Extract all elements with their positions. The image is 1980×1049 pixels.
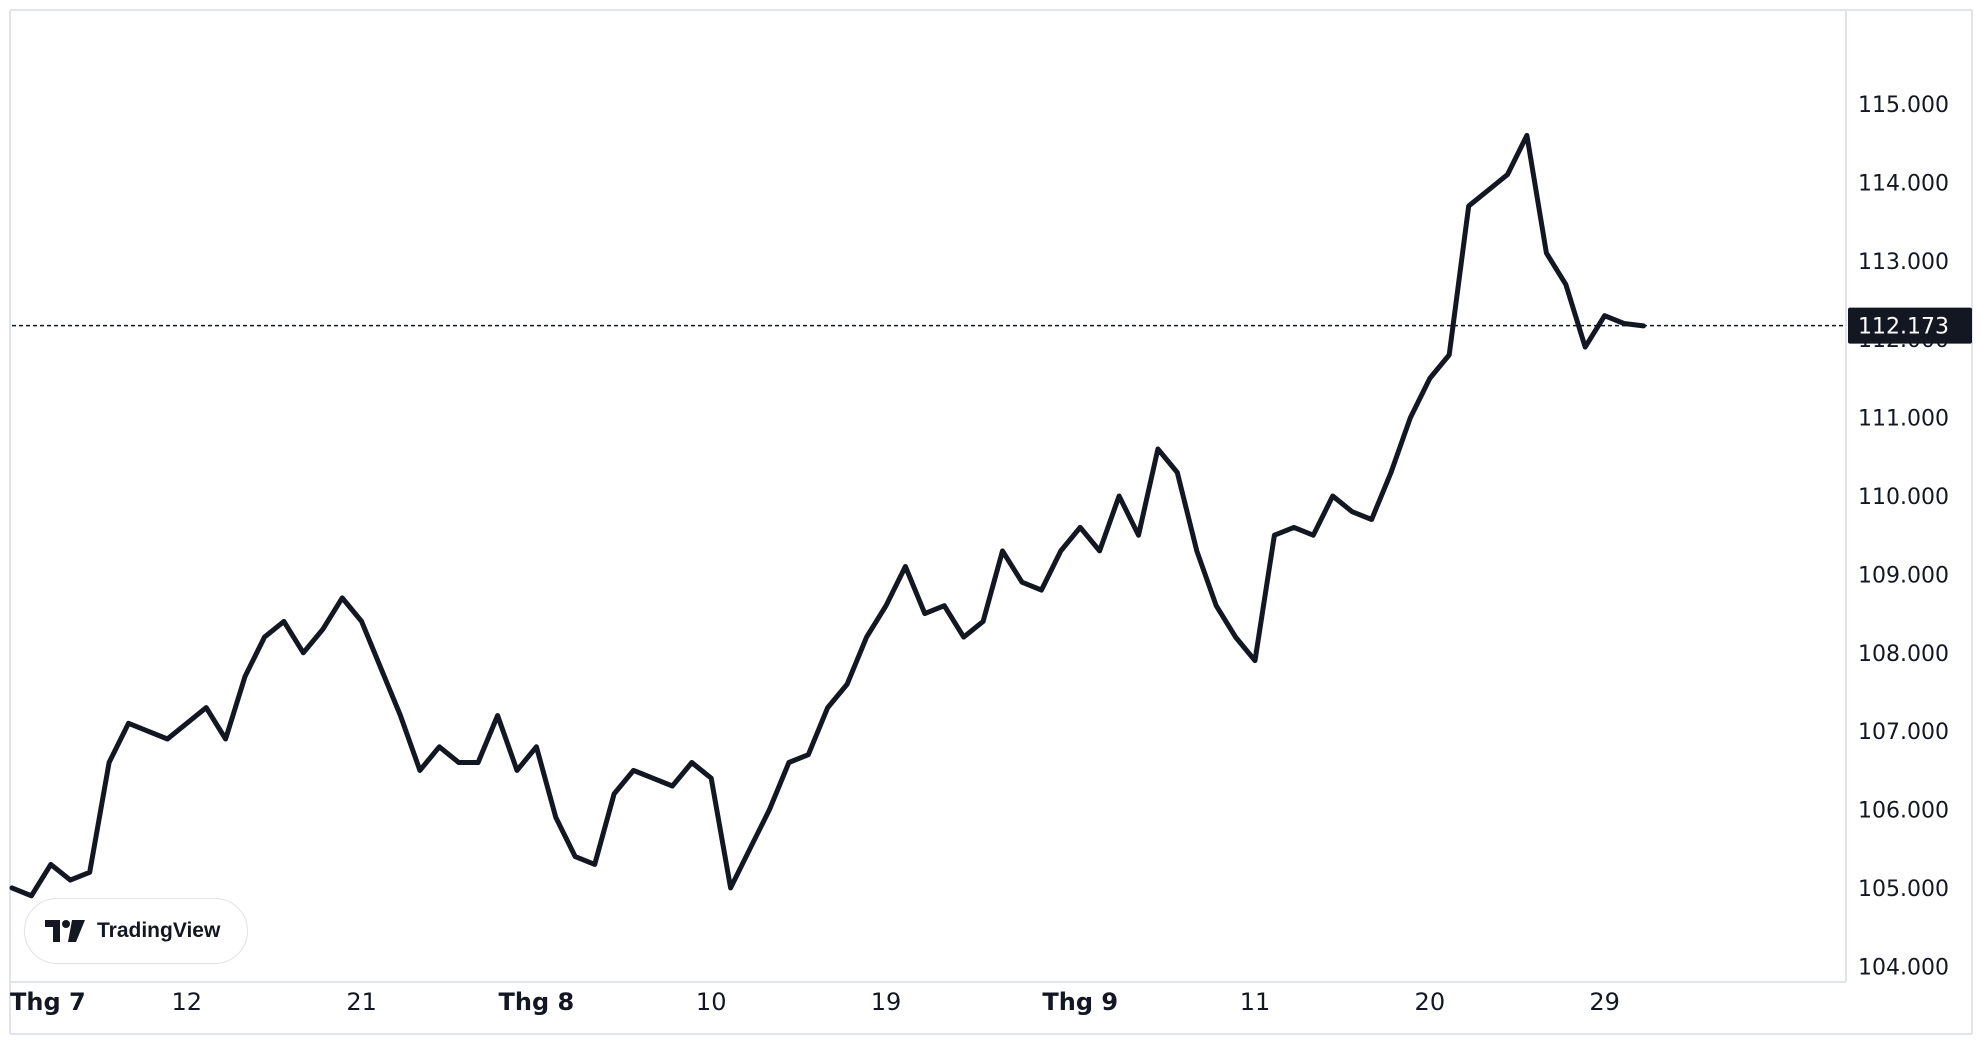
- price-tick-label: 109.000: [1858, 563, 1949, 588]
- last-price-label: 112.173: [1848, 307, 1972, 344]
- plot-area-background: [10, 10, 1846, 982]
- price-tick-label: 114.000: [1858, 171, 1949, 196]
- tradingview-watermark[interactable]: TradingView: [24, 898, 248, 964]
- price-tick-label: 110.000: [1858, 485, 1949, 510]
- time-tick-label: 29: [1589, 988, 1620, 1016]
- price-axis[interactable]: 115.000114.000113.000112.000111.000110.0…: [1858, 93, 1949, 980]
- time-tick-label: 12: [172, 988, 203, 1016]
- time-tick-label: Thg 8: [499, 988, 575, 1016]
- price-line-series[interactable]: [9, 132, 1646, 899]
- time-tick-label: 20: [1415, 988, 1446, 1016]
- price-tick-label: 108.000: [1858, 642, 1949, 667]
- price-tick-label: 106.000: [1858, 799, 1949, 824]
- price-tick-label: 113.000: [1858, 250, 1949, 275]
- tradingview-logo-icon: [45, 920, 85, 942]
- time-tick-label: Thg 7: [10, 988, 86, 1016]
- time-tick-label: Thg 9: [1042, 988, 1118, 1016]
- time-tick-label: 11: [1240, 988, 1271, 1016]
- price-tick-label: 104.000: [1858, 955, 1949, 980]
- time-tick-label: 21: [346, 988, 377, 1016]
- price-tick-label: 105.000: [1858, 877, 1949, 902]
- time-tick-label: 19: [871, 988, 902, 1016]
- time-axis[interactable]: Thg 7 12 21 Thg 8 10 19 Thg 9 11 20 29: [10, 988, 1620, 1016]
- tradingview-brand-text: TradingView: [97, 919, 221, 942]
- price-tick-label: 107.000: [1858, 720, 1949, 745]
- time-tick-label: 10: [696, 988, 727, 1016]
- price-tick-label: 115.000: [1858, 93, 1949, 118]
- last-price-value: 112.173: [1858, 315, 1949, 340]
- price-tick-label: 111.000: [1858, 407, 1949, 432]
- last-price-label-background: [1848, 307, 1972, 344]
